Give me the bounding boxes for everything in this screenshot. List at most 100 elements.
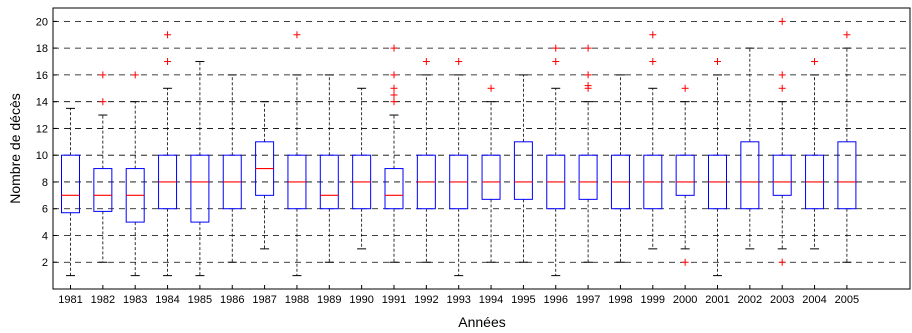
x-tick-label: 1982 [91, 294, 115, 306]
y-axis-ticks: 2 4 6 8 10 12 14 16 18 20 [36, 16, 57, 269]
x-tick-label: 2001 [705, 294, 729, 306]
box-iqr [513, 141, 533, 200]
box-2002 [740, 47, 760, 250]
outlier-marker [487, 84, 495, 92]
box-2001 [708, 58, 727, 277]
box-1987 [255, 101, 275, 250]
box-1995 [513, 74, 533, 263]
box-iqr [190, 154, 210, 223]
outlier-marker [164, 58, 172, 66]
outlier-marker [390, 44, 398, 52]
x-tick-label: 2005 [835, 294, 859, 306]
outlier-marker [778, 84, 786, 92]
outlier-marker [99, 98, 107, 106]
box-iqr [319, 154, 339, 210]
outlier-marker [131, 71, 139, 79]
box-1992 [416, 58, 436, 263]
outlier-marker [714, 58, 721, 66]
box-1993 [449, 58, 469, 277]
y-tick-label: 2 [42, 257, 48, 269]
y-tick-label: 8 [42, 177, 48, 189]
x-tick-label: 2004 [802, 294, 826, 306]
y-tick-label: 6 [42, 204, 48, 216]
x-tick-label: 1995 [511, 294, 535, 306]
outlier-marker [811, 58, 819, 66]
box-1988 [287, 31, 307, 277]
x-tick-label: 1994 [479, 294, 503, 306]
y-axis-title: Nombre de décès [7, 93, 23, 204]
x-tick-label: 1983 [123, 294, 147, 306]
outlier-marker [649, 31, 657, 39]
outlier-marker [843, 31, 851, 39]
box-1984 [158, 31, 178, 277]
box-iqr [740, 141, 760, 210]
x-tick-label: 2000 [673, 294, 697, 306]
box-iqr [93, 168, 113, 212]
box-1981 [61, 107, 80, 277]
outlier-marker [455, 58, 463, 66]
x-tick-label: 2003 [770, 294, 794, 306]
y-tick-label: 4 [42, 230, 48, 242]
outlier-marker [584, 82, 592, 90]
outlier-marker [584, 44, 592, 52]
outlier-marker [778, 17, 786, 25]
box-iqr [384, 168, 404, 210]
y-tick-label: 18 [36, 43, 48, 55]
outlier-marker [422, 58, 430, 66]
x-tick-label: 1988 [285, 294, 309, 306]
box-1986 [222, 74, 242, 263]
x-tick-label: 1989 [317, 294, 341, 306]
box-2000 [675, 84, 695, 266]
x-axis-ticks: 1981 1982 1983 1984 1985 1986 1987 1988 1989 1990… [58, 285, 859, 306]
outlier-marker [390, 71, 398, 79]
box-iqr [772, 154, 792, 196]
outlier-marker [584, 71, 592, 79]
box-iqr [481, 154, 501, 200]
x-axis-title: Années [458, 314, 505, 330]
x-tick-label: 1998 [608, 294, 632, 306]
x-tick-label: 1984 [155, 294, 179, 306]
box-1999 [643, 31, 663, 250]
box-1991 [384, 44, 404, 263]
y-tick-label: 14 [36, 97, 48, 109]
x-tick-label: 1999 [641, 294, 665, 306]
grid-lines [53, 20, 910, 263]
x-tick-label: 1985 [188, 294, 212, 306]
box-1983 [125, 71, 145, 277]
y-tick-label: 10 [36, 150, 48, 162]
outlier-marker [390, 91, 398, 99]
x-tick-label: 1997 [576, 294, 600, 306]
x-tick-label: 1991 [382, 294, 406, 306]
y-tick-label: 16 [36, 70, 48, 82]
x-tick-label: 1987 [252, 294, 276, 306]
x-tick-label: 1981 [58, 294, 82, 306]
x-tick-label: 1986 [220, 294, 244, 306]
box-1990 [352, 87, 372, 250]
x-tick-label: 1996 [544, 294, 568, 306]
box-iqr [61, 154, 80, 214]
boxes [61, 17, 857, 277]
outlier-marker [164, 31, 172, 39]
box-1985 [190, 61, 210, 277]
box-1998 [610, 74, 630, 263]
box-2003 [772, 17, 792, 266]
x-tick-label: 1990 [349, 294, 373, 306]
box-iqr [675, 154, 695, 196]
outlier-marker [681, 258, 689, 266]
outlier-marker [390, 98, 398, 106]
box-1997 [578, 44, 598, 263]
outlier-marker [649, 58, 657, 66]
outlier-marker [99, 71, 107, 79]
box-2004 [805, 58, 825, 250]
box-iqr [578, 154, 598, 200]
box-1989 [319, 74, 339, 263]
outlier-marker [552, 44, 560, 52]
x-tick-label: 1992 [414, 294, 438, 306]
outlier-marker [390, 84, 398, 92]
box-1994 [481, 84, 501, 263]
box-2005 [837, 31, 857, 263]
box-iqr [837, 141, 857, 210]
box-1982 [93, 71, 113, 263]
outlier-marker [552, 58, 560, 66]
